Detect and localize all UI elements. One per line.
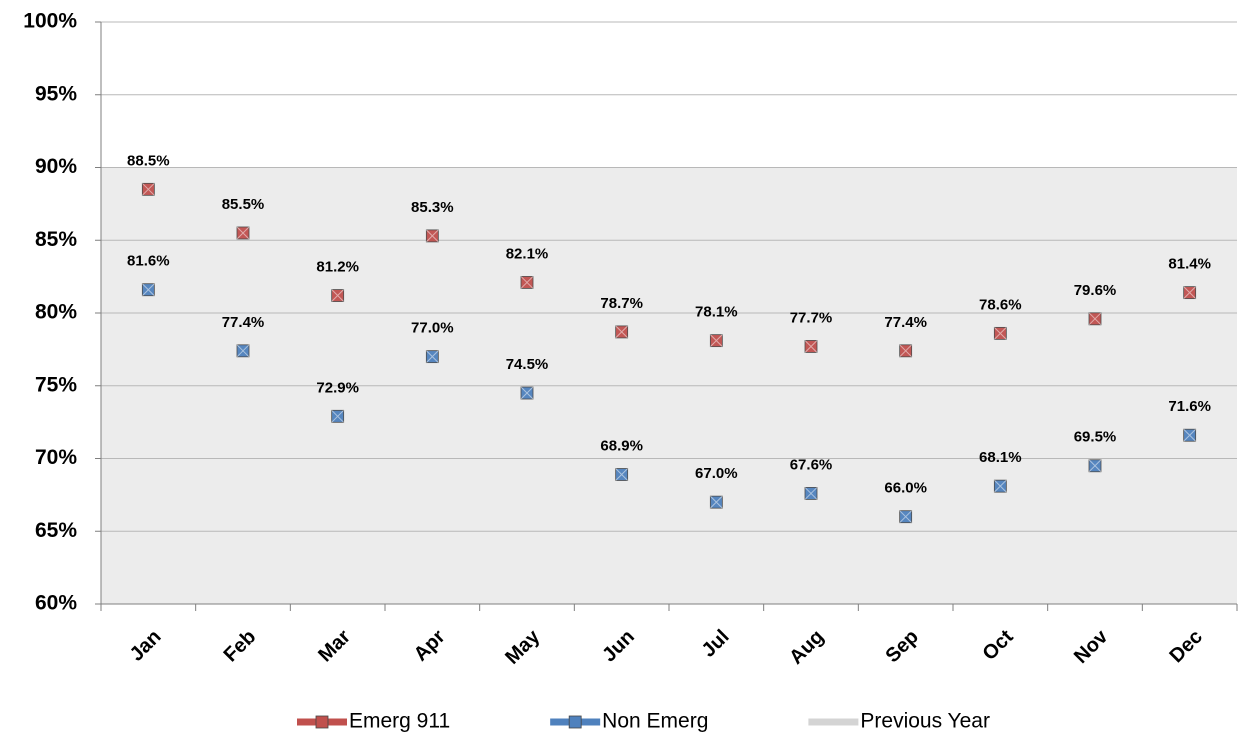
data-label: 85.5% — [222, 196, 265, 213]
legend-marker — [568, 715, 582, 729]
marker-shade — [236, 226, 250, 240]
marker-shade — [141, 283, 155, 297]
marker-shade — [993, 327, 1007, 340]
x-tick-label: Jun — [598, 626, 639, 667]
marker-shade — [899, 510, 913, 524]
data-label: 71.6% — [1168, 398, 1211, 415]
data-label: 82.1% — [506, 245, 549, 262]
data-label: 67.0% — [695, 465, 738, 482]
x-tick-label: Jul — [698, 626, 734, 662]
marker-shade — [1088, 312, 1102, 326]
x-tick-label: Jan — [126, 626, 166, 666]
y-tick-label: 85% — [35, 228, 77, 251]
marker-shade — [615, 468, 629, 481]
data-label: 78.7% — [600, 295, 643, 312]
marker-shade — [520, 386, 534, 400]
marker-shade — [141, 182, 155, 196]
data-label: 88.5% — [127, 152, 170, 169]
x-tick-label: May — [501, 625, 545, 669]
data-label: 67.6% — [790, 456, 833, 473]
data-label: 77.7% — [790, 309, 833, 326]
marker-shade — [236, 344, 250, 358]
marker-shade — [425, 350, 439, 364]
marker-shade — [331, 289, 345, 302]
data-label: 78.1% — [695, 304, 738, 321]
x-tick-label: Oct — [978, 625, 1017, 664]
legend-marker — [315, 715, 329, 729]
x-tick-label: Apr — [410, 626, 450, 666]
data-label: 81.4% — [1168, 256, 1211, 273]
marker-shade — [520, 276, 534, 289]
marker-shade — [709, 495, 723, 509]
x-tick-label: Feb — [220, 626, 261, 667]
x-tick-label: Nov — [1070, 625, 1113, 668]
data-label: 74.5% — [506, 356, 549, 373]
marker-shade — [804, 340, 818, 353]
marker-shade — [993, 479, 1007, 493]
legend-label: Previous Year — [860, 710, 990, 733]
data-label: 68.9% — [600, 437, 643, 454]
y-tick-label: 70% — [35, 446, 77, 469]
marker-shade — [804, 487, 818, 500]
data-label: 77.4% — [884, 314, 927, 331]
y-tick-label: 100% — [23, 10, 77, 33]
marker-shade — [899, 344, 913, 358]
x-tick-label: Sep — [881, 626, 922, 667]
y-tick-label: 95% — [35, 82, 77, 105]
data-label: 79.6% — [1074, 282, 1117, 299]
x-tick-label: Aug — [785, 626, 828, 669]
data-label: 77.4% — [222, 314, 265, 331]
marker-shade — [1183, 286, 1197, 299]
marker-shade — [1088, 459, 1102, 473]
x-tick-label: Dec — [1165, 626, 1207, 668]
marker-shade — [615, 325, 629, 339]
y-tick-label: 65% — [35, 519, 77, 542]
marker-shade — [709, 334, 723, 347]
marker-shade — [425, 229, 439, 243]
data-label: 78.6% — [979, 296, 1022, 313]
data-label: 68.1% — [979, 449, 1022, 466]
data-label: 77.0% — [411, 320, 454, 337]
x-tick-label: Mar — [314, 626, 355, 667]
y-tick-label: 80% — [35, 301, 77, 324]
y-tick-label: 60% — [35, 592, 77, 615]
y-tick-label: 75% — [35, 373, 77, 396]
data-label: 69.5% — [1074, 429, 1117, 446]
data-label: 66.0% — [884, 480, 927, 497]
data-label: 81.2% — [316, 259, 359, 276]
data-label: 81.6% — [127, 253, 170, 270]
data-label: 85.3% — [411, 199, 454, 216]
data-label: 72.9% — [316, 379, 359, 396]
marker-shade — [331, 409, 345, 423]
y-tick-label: 90% — [35, 155, 77, 178]
marker-shade — [1183, 428, 1197, 442]
legend-label: Non Emerg — [602, 710, 708, 733]
legend-label: Emerg 911 — [349, 710, 450, 733]
